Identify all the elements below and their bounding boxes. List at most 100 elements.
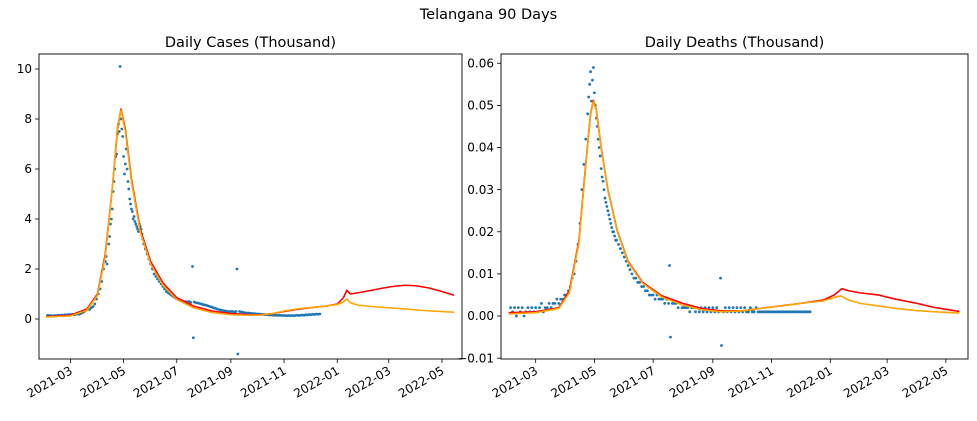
cases-ytick-label: 2: [24, 262, 32, 276]
deaths-data-point: [668, 264, 671, 267]
cases-data-point: [191, 265, 194, 268]
cases-data-point: [107, 242, 111, 246]
deaths-data-point: [582, 162, 586, 166]
deaths-data-point: [785, 310, 789, 314]
deaths-data-point: [545, 306, 549, 309]
cases-ytick-label: 4: [24, 212, 32, 226]
deaths-data-point: [711, 306, 715, 309]
deaths-data-point: [559, 297, 563, 301]
cases-ytick-label: 6: [24, 162, 32, 176]
deaths-data-point: [731, 306, 735, 309]
cases-data-point: [134, 222, 138, 226]
deaths-data-point: [806, 310, 810, 314]
deaths-data-point: [619, 247, 622, 251]
cases-data-point: [129, 202, 132, 206]
cases-data-point: [109, 217, 113, 221]
deaths-data-point: [764, 310, 768, 314]
cases-data-point: [318, 312, 322, 316]
deaths-data-point: [613, 234, 617, 238]
deaths-data-point: [605, 205, 609, 208]
deaths-scatter-series: [509, 66, 812, 347]
deaths-data-point: [645, 289, 649, 293]
cases-orange-model-line: [45, 109, 455, 318]
deaths-ytick-label: 0.05: [467, 99, 494, 113]
deaths-data-point: [659, 297, 663, 301]
cases-data-point: [119, 117, 123, 121]
deaths-data-point: [628, 268, 632, 272]
cases-xtick-label: 2021-03: [24, 363, 74, 400]
deaths-data-point: [701, 310, 705, 314]
deaths-title: Daily Deaths (Thousand): [645, 35, 825, 51]
deaths-data-point: [551, 301, 555, 305]
cases-xtick-label: 2021-09: [185, 363, 235, 400]
deaths-xtick-label: 2022-03: [841, 363, 891, 400]
cases-xtick-label: 2022-05: [396, 363, 446, 400]
cases-xtick-label: 2021-05: [78, 363, 128, 400]
deaths-data-point: [601, 179, 605, 183]
cases-ytick-label: 10: [17, 62, 32, 76]
deaths-data-point: [723, 306, 727, 309]
cases-xtick-label: 2021-07: [131, 363, 181, 400]
deaths-data-point: [630, 272, 634, 276]
deaths-data-point: [513, 306, 516, 309]
deaths-data-point: [676, 306, 680, 309]
deaths-data-point: [602, 188, 606, 192]
cases-data-point: [136, 227, 139, 231]
deaths-data-point: [617, 243, 620, 246]
deaths-data-point: [762, 310, 766, 314]
cases-data-point: [121, 135, 125, 138]
deaths-data-point: [694, 310, 697, 314]
deaths-data-point: [553, 301, 557, 305]
deaths-data-point: [667, 301, 670, 305]
cases-data-point: [130, 210, 134, 213]
deaths-data-point: [770, 310, 773, 314]
cases-xtick-label: 2021-11: [238, 363, 288, 400]
deaths-data-point: [526, 306, 530, 309]
deaths-data-point: [781, 310, 785, 314]
cases-data-point: [135, 225, 139, 228]
deaths-data-point: [727, 306, 731, 309]
deaths-data-point: [715, 306, 719, 309]
deaths-data-point: [587, 95, 591, 99]
deaths-data-point: [653, 297, 657, 301]
cases-data-point: [137, 230, 140, 233]
deaths-data-point: [747, 310, 750, 314]
deaths-data-point: [632, 276, 636, 280]
deaths-data-point: [791, 310, 795, 314]
deaths-data-point: [590, 99, 593, 103]
deaths-xtick-label: 2021-05: [548, 363, 598, 400]
deaths-data-point: [588, 82, 591, 86]
deaths-data-point: [775, 310, 779, 314]
deaths-data-point: [793, 310, 797, 314]
deaths-data-point: [682, 306, 686, 309]
deaths-data-point: [591, 78, 594, 82]
deaths-axes-frame: [500, 53, 969, 360]
deaths-data-point: [787, 310, 791, 314]
cases-data-point: [126, 180, 130, 183]
deaths-data-point: [651, 293, 655, 297]
deaths-data-point: [584, 137, 588, 141]
deaths-data-point: [538, 306, 541, 309]
cases-data-point: [105, 262, 109, 266]
deaths-data-point: [797, 310, 800, 314]
deaths-data-point: [597, 146, 601, 149]
cases-data-point: [130, 207, 133, 211]
deaths-data-point: [649, 293, 653, 297]
deaths-data-point: [516, 306, 520, 309]
deaths-ytick-label: 0.00: [467, 309, 494, 323]
deaths-ytick-label: 0.06: [467, 56, 494, 70]
deaths-data-point: [626, 264, 630, 267]
deaths-data-point: [607, 213, 611, 217]
deaths-data-point: [610, 226, 614, 229]
deaths-data-point: [608, 217, 612, 221]
deaths-data-point: [768, 310, 772, 314]
deaths-data-point: [789, 310, 793, 314]
deaths-data-point: [603, 196, 607, 200]
cases-data-point: [128, 197, 132, 201]
deaths-data-point: [615, 238, 618, 242]
figure-suptitle: Telangana 90 Days: [419, 7, 558, 23]
deaths-data-point: [622, 255, 626, 259]
deaths-subplot: Daily Deaths (Thousand) −0.01 0.00 0.01 0.02…: [457, 35, 969, 401]
deaths-data-point: [620, 251, 624, 255]
deaths-xtick-label: 2021-11: [726, 363, 776, 400]
